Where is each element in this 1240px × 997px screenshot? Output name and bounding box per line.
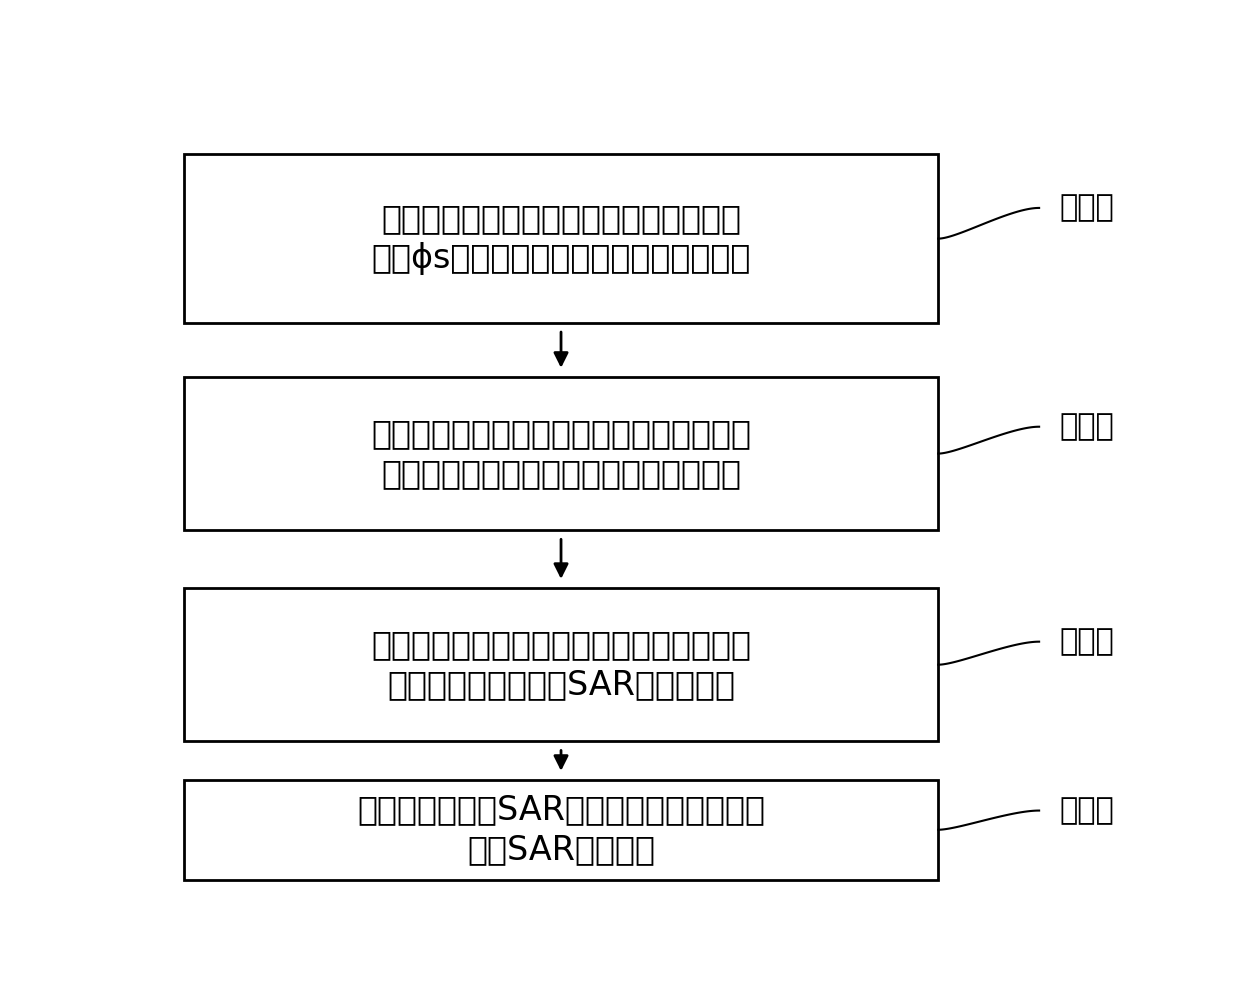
Text: 步骤二: 步骤二 bbox=[1060, 412, 1115, 442]
Text: 步骤一: 步骤一 bbox=[1060, 193, 1115, 222]
Text: 相乘的结果与匹配滤波器在二维频域相乘: 相乘的结果与匹配滤波器在二维频域相乘 bbox=[381, 458, 742, 491]
Text: 在二维频域上将目标回波乘以参考点处的: 在二维频域上将目标回波乘以参考点处的 bbox=[381, 201, 742, 235]
FancyBboxPatch shape bbox=[184, 377, 939, 530]
Text: 得到SAR地距图像: 得到SAR地距图像 bbox=[467, 833, 655, 866]
Text: 步骤四: 步骤四 bbox=[1060, 796, 1115, 826]
Text: 补偿函数相乘，得到SAR斜距图像；: 补偿函数相乘，得到SAR斜距图像； bbox=[387, 668, 735, 702]
FancyBboxPatch shape bbox=[184, 780, 939, 879]
FancyBboxPatch shape bbox=[184, 155, 939, 323]
Text: 步骤三: 步骤三 bbox=[1060, 627, 1115, 656]
FancyBboxPatch shape bbox=[184, 588, 939, 742]
Text: 将步骤三获取的SAR斜距图像进行几何校正: 将步骤三获取的SAR斜距图像进行几何校正 bbox=[357, 793, 765, 826]
Text: 将信号与方位向扰动函数、位向匹配滤波器: 将信号与方位向扰动函数、位向匹配滤波器 bbox=[371, 628, 751, 661]
Text: 将信号与扰动函数在距离多普勒域相乘，将: 将信号与扰动函数在距离多普勒域相乘，将 bbox=[371, 417, 751, 450]
Text: 共轭ϕs，获取消除高次相位影响的信号；: 共轭ϕs，获取消除高次相位影响的信号； bbox=[371, 242, 750, 275]
